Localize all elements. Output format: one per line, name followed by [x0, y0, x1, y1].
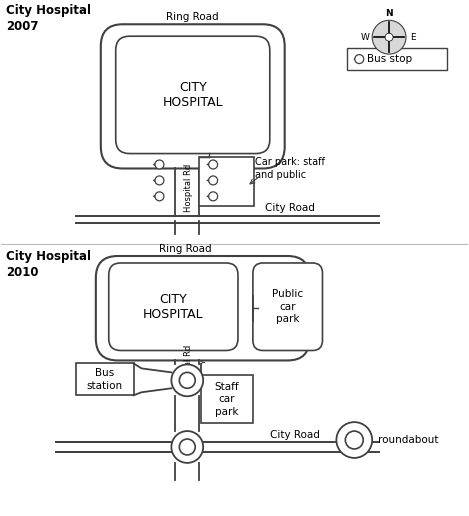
FancyBboxPatch shape	[109, 263, 238, 350]
FancyBboxPatch shape	[96, 256, 310, 361]
Text: Bus
station: Bus station	[87, 368, 123, 391]
Text: E: E	[410, 33, 416, 42]
Text: Staff
car
park: Staff car park	[215, 382, 239, 416]
FancyBboxPatch shape	[116, 36, 270, 154]
Text: Ring Road: Ring Road	[159, 244, 212, 254]
Text: Car park: staff
and public: Car park: staff and public	[255, 157, 325, 180]
Text: W: W	[361, 33, 370, 42]
FancyBboxPatch shape	[101, 24, 285, 169]
Text: N: N	[385, 9, 393, 18]
Text: Bus stop: Bus stop	[367, 54, 412, 64]
Text: City Road: City Road	[265, 203, 315, 213]
Text: roundabout: roundabout	[378, 435, 439, 445]
Text: Ring Road: Ring Road	[166, 12, 219, 22]
Circle shape	[155, 192, 164, 201]
Bar	[199, 156, 254, 206]
Text: CITY
HOSPITAL: CITY HOSPITAL	[162, 81, 223, 109]
Circle shape	[209, 192, 218, 201]
Circle shape	[171, 364, 203, 396]
Circle shape	[171, 431, 203, 463]
Bar	[201, 375, 253, 423]
Circle shape	[385, 33, 393, 41]
Text: S: S	[386, 57, 392, 66]
Text: City Hospital
2007: City Hospital 2007	[7, 4, 91, 34]
Text: CITY
HOSPITAL: CITY HOSPITAL	[143, 293, 204, 321]
Circle shape	[345, 431, 363, 449]
Text: City Road: City Road	[270, 430, 319, 440]
Text: City Hospital
2010: City Hospital 2010	[7, 250, 91, 279]
Text: Public
car
park: Public car park	[272, 289, 303, 324]
Circle shape	[155, 176, 164, 185]
Circle shape	[209, 176, 218, 185]
FancyBboxPatch shape	[253, 263, 323, 350]
Circle shape	[372, 20, 406, 54]
Bar	[348, 48, 447, 70]
Circle shape	[179, 373, 195, 389]
Circle shape	[355, 55, 364, 63]
Circle shape	[179, 439, 195, 455]
Text: Hospital Rd: Hospital Rd	[184, 163, 193, 212]
Circle shape	[336, 422, 372, 458]
Circle shape	[209, 160, 218, 169]
Text: Hospital Rd: Hospital Rd	[184, 344, 193, 393]
Bar	[76, 363, 134, 395]
Circle shape	[155, 160, 164, 169]
